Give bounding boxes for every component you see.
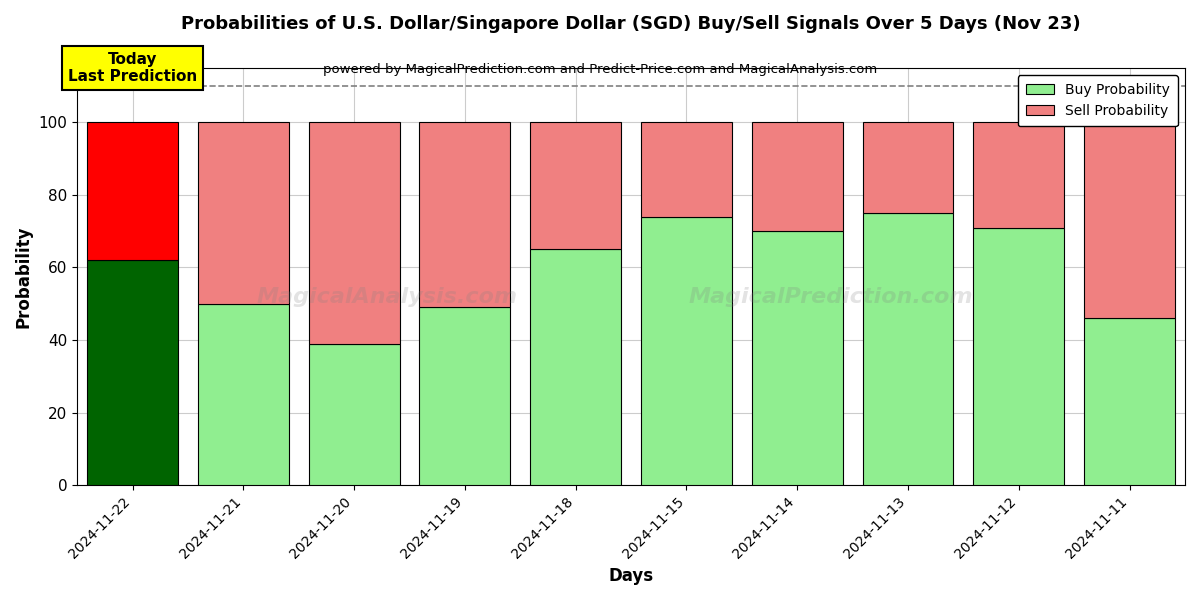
Bar <box>752 231 842 485</box>
Bar <box>1084 122 1175 318</box>
Bar <box>1084 318 1175 485</box>
Text: Today
Last Prediction: Today Last Prediction <box>68 52 197 84</box>
Text: powered by MagicalPrediction.com and Predict-Price.com and MagicalAnalysis.com: powered by MagicalPrediction.com and Pre… <box>323 63 877 76</box>
Bar <box>198 304 289 485</box>
X-axis label: Days: Days <box>608 567 654 585</box>
Bar <box>530 122 622 249</box>
Bar <box>530 249 622 485</box>
Bar <box>88 260 178 485</box>
Text: MagicalAnalysis.com: MagicalAnalysis.com <box>257 287 518 307</box>
Legend: Buy Probability, Sell Probability: Buy Probability, Sell Probability <box>1018 75 1178 127</box>
Title: Probabilities of U.S. Dollar/Singapore Dollar (SGD) Buy/Sell Signals Over 5 Days: Probabilities of U.S. Dollar/Singapore D… <box>181 15 1081 33</box>
Bar <box>88 122 178 260</box>
Bar <box>641 122 732 217</box>
Bar <box>308 344 400 485</box>
Bar <box>198 122 289 304</box>
Bar <box>641 217 732 485</box>
Bar <box>308 122 400 344</box>
Bar <box>420 122 510 307</box>
Bar <box>752 122 842 231</box>
Bar <box>863 122 954 213</box>
Text: MagicalPrediction.com: MagicalPrediction.com <box>689 287 973 307</box>
Bar <box>863 213 954 485</box>
Bar <box>973 122 1064 227</box>
Bar <box>973 227 1064 485</box>
Y-axis label: Probability: Probability <box>14 225 32 328</box>
Bar <box>420 307 510 485</box>
